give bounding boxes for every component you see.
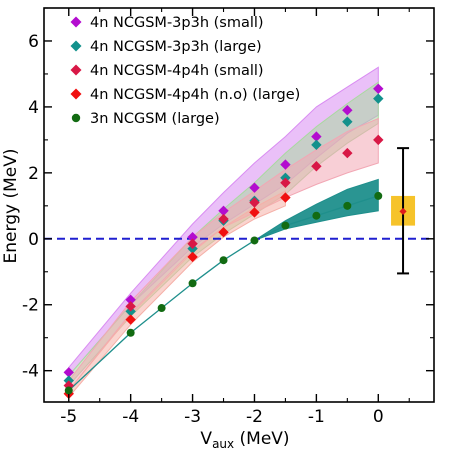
point-s4-3 [187, 251, 198, 263]
x-axis-title-sub: aux [212, 437, 234, 449]
data-points [63, 83, 384, 399]
x-tick-label-6: 0 [373, 407, 384, 427]
axis-ticks: -5 -4 -3 -2 -1 0 -4 -2 0 2 4 6 [22, 7, 434, 427]
y-tick-label-5: 4 [28, 98, 39, 118]
point-s1-7 [311, 131, 322, 142]
point-s1-5 [249, 182, 260, 193]
legend-marker-3 [70, 64, 82, 76]
point-s1-8 [342, 105, 353, 116]
legend-marker-4 [70, 88, 82, 100]
point-s5-8 [312, 211, 321, 220]
point-s5-10 [374, 191, 383, 200]
legend-marker-2 [70, 40, 82, 52]
point-s3-4 [218, 213, 229, 225]
point-s4-2 [125, 314, 136, 325]
point-s5-4 [188, 279, 197, 288]
point-s3-5 [249, 197, 260, 208]
series-5-line [68, 195, 379, 391]
plot-border [43, 7, 435, 403]
point-s3-9 [373, 134, 384, 146]
x-tick-label-1: -5 [60, 407, 77, 427]
legend-label-4: 4n NCGSM-4p4h (n.o) (large) [90, 87, 300, 103]
legend-label-3: 4n NCGSM-4p4h (small) [90, 63, 264, 79]
y-axis-title: Energy (MeV) [1, 149, 21, 264]
point-s4-5 [249, 207, 260, 218]
y-tick-label-4: 2 [28, 164, 39, 184]
experimental-point-layer [391, 147, 416, 275]
point-s1-1 [63, 367, 74, 378]
legend-marker-5 [71, 113, 81, 123]
point-s5-7 [281, 221, 290, 230]
point-s5-1 [64, 386, 73, 395]
point-s2-9 [373, 93, 384, 104]
plot-frame [43, 7, 435, 403]
legend-marker-1 [70, 16, 82, 28]
legend-label-2: 4n NCGSM-3p3h (large) [90, 39, 262, 55]
point-s5-2 [126, 328, 135, 337]
point-s2-8 [342, 116, 353, 127]
legend-label-1: 4n NCGSM-3p3h (small) [90, 15, 264, 31]
point-s4-4 [218, 227, 229, 238]
point-s5-5 [219, 256, 228, 265]
point-s1-2 [125, 294, 136, 305]
point-s4-6 [280, 192, 291, 203]
y-tick-label-2: -2 [22, 296, 39, 316]
point-s1-9 [373, 83, 384, 94]
point-s3-7 [311, 161, 322, 172]
legend-label-5: 3n NCGSM (large) [90, 111, 220, 127]
point-s5-3 [157, 304, 166, 313]
experimental-point [399, 207, 407, 216]
x-axis-title: Vaux (MeV) [200, 429, 289, 449]
x-tick-label-2: -4 [122, 407, 139, 427]
point-s3-2 [125, 301, 136, 312]
x-axis-title-main: V [200, 429, 212, 449]
point-s5-6 [250, 236, 259, 245]
x-tick-label-5: -1 [308, 407, 325, 427]
band-4 [68, 190, 286, 399]
point-s3-8 [342, 147, 353, 159]
point-s1-6 [280, 159, 291, 170]
point-s5-9 [343, 201, 352, 210]
point-s2-7 [311, 139, 322, 151]
y-tick-label-1: -4 [22, 362, 39, 382]
point-s3-6 [280, 177, 291, 188]
point-s1-4 [218, 205, 229, 216]
point-s3-3 [187, 238, 198, 249]
x-axis-title-unit: (MeV) [234, 429, 289, 449]
point-s1-3 [187, 231, 198, 243]
y-tick-label-6: 6 [28, 32, 39, 52]
legend: 4n NCGSM-3p3h (small) 4n NCGSM-3p3h (larg… [70, 15, 300, 127]
x-tick-label-4: -2 [246, 407, 263, 427]
band-3 [68, 117, 379, 392]
y-tick-label-3: 0 [28, 230, 39, 250]
x-tick-label-3: -3 [184, 407, 201, 427]
